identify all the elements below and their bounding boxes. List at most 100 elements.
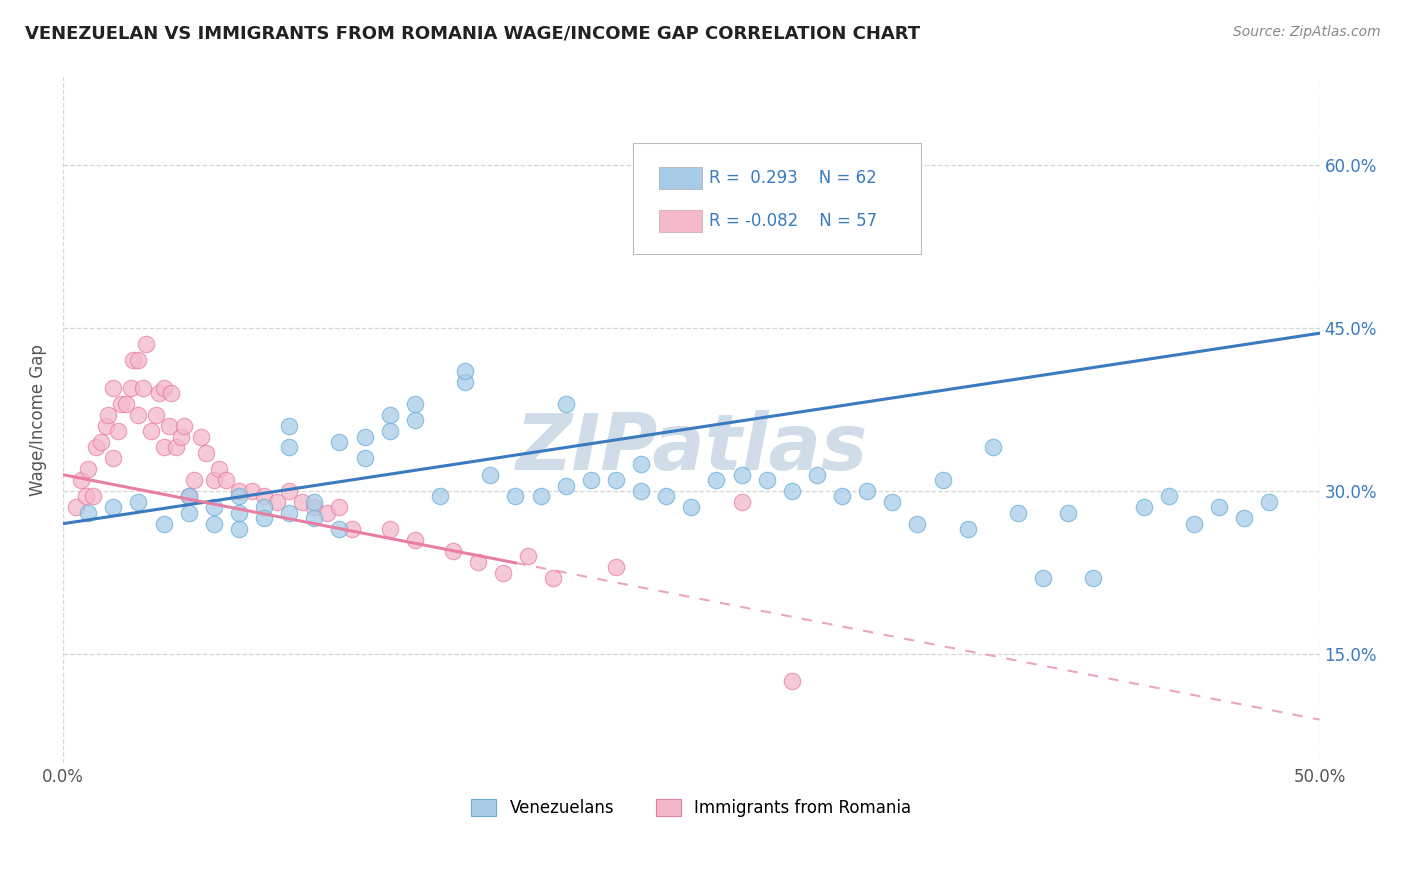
Point: [132, 381, 155, 395]
Point: [404, 397, 426, 411]
Point: [152, 441, 174, 455]
Point: [157, 418, 180, 433]
Point: [77, 462, 100, 476]
Point: [65, 500, 87, 515]
Point: [755, 473, 778, 487]
Point: [454, 364, 477, 378]
Point: [1258, 495, 1281, 509]
Point: [730, 467, 752, 482]
Point: [278, 483, 301, 498]
Point: [115, 397, 138, 411]
Point: [1007, 506, 1029, 520]
Point: [278, 418, 301, 433]
Point: [240, 483, 263, 498]
Text: VENEZUELAN VS IMMIGRANTS FROM ROMANIA WAGE/INCOME GAP CORRELATION CHART: VENEZUELAN VS IMMIGRANTS FROM ROMANIA WA…: [25, 25, 921, 43]
Point: [107, 424, 129, 438]
Point: [956, 522, 979, 536]
Legend: Venezuelans, Immigrants from Romania: Venezuelans, Immigrants from Romania: [464, 792, 918, 823]
Point: [148, 386, 170, 401]
Point: [103, 451, 125, 466]
Point: [1057, 506, 1080, 520]
Point: [304, 511, 326, 525]
Point: [328, 435, 350, 450]
Point: [353, 451, 375, 466]
Point: [579, 473, 602, 487]
Point: [177, 490, 200, 504]
Point: [467, 555, 489, 569]
Point: [253, 511, 276, 525]
Point: [202, 473, 225, 487]
Point: [378, 522, 401, 536]
Point: [278, 441, 301, 455]
Point: [103, 500, 125, 515]
Point: [981, 441, 1004, 455]
Point: [103, 381, 125, 395]
Point: [328, 522, 350, 536]
Point: [554, 397, 576, 411]
Point: [97, 408, 120, 422]
Point: [378, 424, 401, 438]
Point: [75, 490, 97, 504]
Point: [304, 495, 326, 509]
Point: [127, 495, 149, 509]
Point: [882, 495, 904, 509]
Point: [145, 408, 167, 422]
Point: [454, 375, 477, 389]
Point: [1083, 571, 1105, 585]
Point: [266, 495, 288, 509]
Point: [1182, 516, 1205, 531]
Point: [831, 490, 853, 504]
Text: R =  0.293    N = 62: R = 0.293 N = 62: [709, 169, 876, 187]
Point: [177, 506, 200, 520]
Point: [215, 473, 238, 487]
Point: [441, 544, 464, 558]
Point: [173, 418, 195, 433]
Point: [806, 467, 828, 482]
Point: [291, 495, 314, 509]
Point: [69, 473, 91, 487]
Point: [253, 500, 276, 515]
Point: [517, 549, 540, 564]
Point: [856, 483, 879, 498]
Point: [328, 500, 350, 515]
Point: [1233, 511, 1256, 525]
Point: [139, 424, 162, 438]
Point: [278, 506, 301, 520]
Point: [378, 408, 401, 422]
Point: [1157, 490, 1180, 504]
Point: [152, 516, 174, 531]
Text: R = -0.082    N = 57: R = -0.082 N = 57: [709, 212, 877, 230]
Point: [404, 413, 426, 427]
Point: [554, 478, 576, 492]
Point: [127, 353, 149, 368]
Point: [1208, 500, 1230, 515]
Point: [304, 500, 326, 515]
Point: [907, 516, 929, 531]
Point: [127, 408, 149, 422]
Point: [110, 397, 132, 411]
Text: ZIPatlas: ZIPatlas: [515, 409, 868, 486]
Point: [183, 473, 205, 487]
Point: [228, 490, 250, 504]
Point: [160, 386, 183, 401]
Point: [630, 457, 652, 471]
Point: [340, 522, 363, 536]
Point: [353, 429, 375, 443]
Point: [165, 441, 187, 455]
Point: [429, 490, 451, 504]
Point: [120, 381, 142, 395]
Point: [630, 483, 652, 498]
Point: [135, 337, 157, 351]
Point: [195, 446, 218, 460]
Point: [84, 441, 107, 455]
Point: [122, 353, 145, 368]
Point: [170, 429, 193, 443]
Point: [208, 462, 231, 476]
Y-axis label: Wage/Income Gap: Wage/Income Gap: [30, 344, 46, 496]
Point: [1032, 571, 1054, 585]
Point: [605, 560, 627, 574]
Point: [479, 467, 502, 482]
Point: [228, 522, 250, 536]
Point: [541, 571, 564, 585]
Point: [529, 490, 551, 504]
